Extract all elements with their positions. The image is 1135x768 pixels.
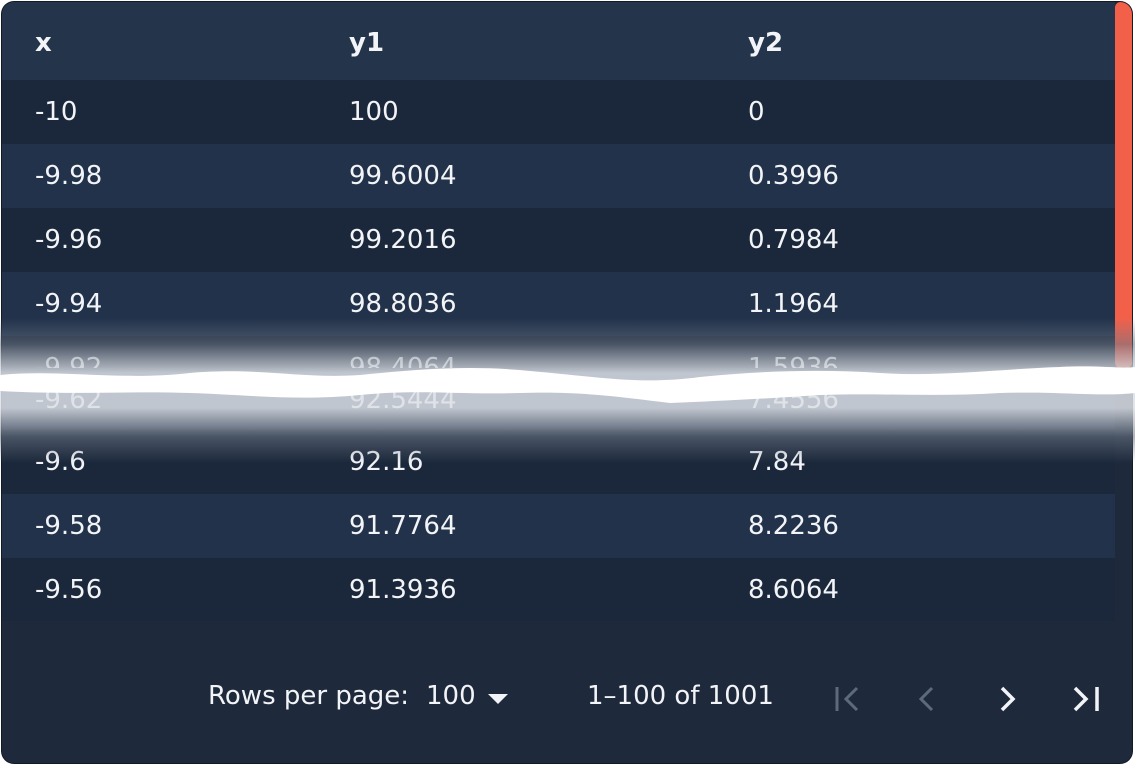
cell-y1: 91.7764	[349, 511, 457, 541]
last-page-icon	[1073, 686, 1099, 712]
cell-x: -9.6	[35, 447, 86, 477]
cell-y1: 92.16	[349, 447, 424, 477]
cell-y2: 1.1964	[748, 289, 839, 319]
vertical-scrollbar[interactable]	[1115, 2, 1132, 621]
cell-y1: 92.5444	[349, 385, 457, 415]
previous-page-button[interactable]	[907, 679, 947, 719]
cell-x: -9.58	[35, 511, 103, 541]
cell-y1: 98.8036	[349, 289, 457, 319]
last-page-button[interactable]	[1065, 679, 1105, 719]
cell-y2: 8.2236	[748, 511, 839, 541]
column-header-y1[interactable]: y1	[349, 28, 385, 58]
cell-y2: 7.84	[748, 447, 806, 477]
table-row[interactable]: -9.98 99.6004 0.3996	[2, 144, 1115, 208]
pagination-range: 1–100 of 1001	[587, 681, 774, 711]
cell-x: -9.56	[35, 575, 103, 605]
cell-y1: 99.6004	[349, 161, 457, 191]
cell-y1: 99.2016	[349, 225, 457, 255]
rows-per-page-select[interactable]: 100	[426, 681, 476, 711]
table-row-partial[interactable]: -9.62 92.5444 7.4556	[2, 368, 1115, 432]
first-page-button[interactable]	[827, 679, 867, 719]
scrollbar-thumb[interactable]	[1115, 2, 1132, 368]
cell-x: -10	[35, 97, 78, 127]
table-header-row: x y1 y2	[2, 2, 1115, 80]
column-header-x[interactable]: x	[35, 28, 52, 58]
column-header-y2[interactable]: y2	[748, 28, 784, 58]
table-row[interactable]: -9.58 91.7764 8.2236	[2, 494, 1115, 558]
cell-y2: 0.3996	[748, 161, 839, 191]
table-row[interactable]: -10 100 0	[2, 80, 1115, 144]
cell-x: -9.62	[35, 385, 103, 415]
cell-y1: 91.3936	[349, 575, 457, 605]
chevron-left-icon	[918, 686, 934, 712]
cell-x: -9.98	[35, 161, 103, 191]
table-row[interactable]: -9.96 99.2016 0.7984	[2, 208, 1115, 272]
caret-down-icon[interactable]	[488, 694, 508, 704]
cell-y2: 0	[748, 97, 765, 127]
cell-y2: 8.6064	[748, 575, 839, 605]
cell-y2: 7.4556	[748, 385, 839, 415]
first-page-icon	[835, 686, 859, 712]
table-row[interactable]: -9.56 91.3936 8.6064	[2, 558, 1115, 621]
data-table: x y1 y2 -10 100 0 -9.98 99.6004 0.3996 -…	[2, 2, 1115, 621]
cell-x: -9.96	[35, 225, 103, 255]
cell-y2: 0.7984	[748, 225, 839, 255]
table-row[interactable]: -9.6 92.16 7.84	[2, 430, 1115, 494]
cell-y1: 100	[349, 97, 399, 127]
cell-x: -9.94	[35, 289, 103, 319]
chevron-right-icon	[1000, 686, 1016, 712]
rows-per-page-label: Rows per page:	[208, 681, 410, 711]
table-row[interactable]: -9.94 98.8036 1.1964	[2, 272, 1115, 336]
next-page-button[interactable]	[987, 679, 1027, 719]
table-pagination: Rows per page: 100 1–100 of 1001	[2, 621, 1132, 763]
